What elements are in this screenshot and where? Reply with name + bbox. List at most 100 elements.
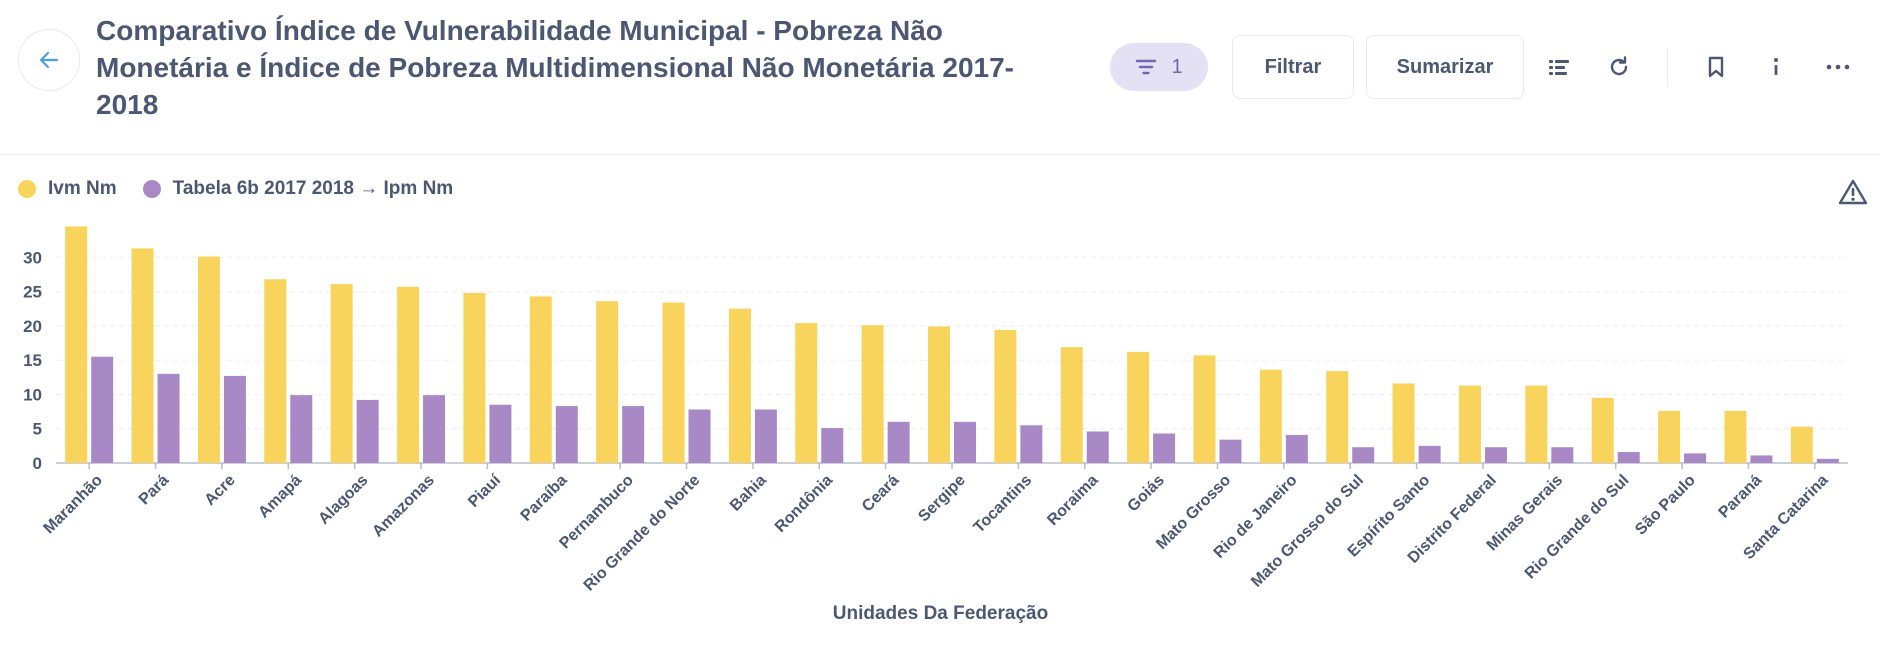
bar-series1[interactable]	[330, 284, 353, 463]
bar-series1[interactable]	[397, 286, 420, 463]
x-tick-label: São Paulo	[1632, 472, 1699, 539]
filter-button[interactable]: Filtrar	[1232, 35, 1354, 99]
bar-series2[interactable]	[754, 409, 777, 463]
bar-series1[interactable]	[596, 301, 619, 463]
bar-series1[interactable]	[264, 279, 287, 463]
x-axis-title: Unidades Da Federação	[832, 603, 1049, 624]
bar-series1[interactable]	[1724, 410, 1747, 463]
chart-legend: Ivm Nm Tabela 6b 2017 2018 → Ipm Nm	[18, 178, 479, 200]
x-tick-label: Paraíba	[518, 472, 571, 525]
legend-swatch-series1	[18, 180, 36, 198]
arrow-left-icon	[39, 51, 59, 69]
legend-label-series2: Tabela 6b 2017 2018 → Ipm Nm	[172, 178, 454, 199]
x-tick-label: Alagoas	[315, 472, 371, 528]
bar-series2[interactable]	[821, 428, 844, 463]
x-tick-label: Roraima	[1044, 472, 1101, 529]
bar-series1[interactable]	[197, 256, 220, 463]
bar-series1[interactable]	[662, 302, 685, 463]
bar-chart: 0 5 10 15 20 25 30 Maranhão Pará Acre Amapá Alagoas…	[23, 226, 1848, 595]
bar-series1[interactable]	[728, 308, 751, 463]
toolbar-divider	[1667, 48, 1668, 86]
bar-series2[interactable]	[954, 421, 976, 463]
filter-count: 1	[1171, 55, 1183, 78]
bar-series1[interactable]	[1193, 355, 1216, 463]
active-filters-pill[interactable]: 1	[1110, 43, 1208, 91]
refresh-button[interactable]	[1602, 50, 1636, 84]
bar-series2[interactable]	[290, 395, 313, 463]
bar-series1[interactable]	[795, 323, 818, 463]
bar-series2[interactable]	[1750, 455, 1773, 463]
bar-series2[interactable]	[1418, 445, 1441, 463]
bar-series1[interactable]	[1790, 426, 1813, 463]
y-tick-label: 5	[33, 420, 42, 439]
x-tick-label: Tocantins	[971, 472, 1036, 537]
bar-series2[interactable]	[91, 356, 114, 463]
bar-series2[interactable]	[489, 404, 512, 463]
bookmark-icon	[1708, 56, 1724, 78]
bar-series1[interactable]	[1259, 369, 1282, 463]
bar-series2[interactable]	[157, 373, 180, 463]
bar-series2[interactable]	[1484, 447, 1507, 463]
bar-series2[interactable]	[1684, 453, 1707, 463]
back-button[interactable]	[18, 29, 80, 91]
bar-series1[interactable]	[1591, 397, 1614, 463]
warning-icon[interactable]	[1838, 178, 1868, 206]
x-tick-label: Goiás	[1124, 472, 1168, 516]
bar-series1[interactable]	[463, 292, 486, 463]
bar-series2[interactable]	[356, 399, 379, 463]
bookmark-button[interactable]	[1699, 50, 1733, 84]
more-icon	[1826, 64, 1850, 70]
bar-series2[interactable]	[887, 421, 910, 463]
bar-series1[interactable]	[1326, 371, 1349, 463]
x-tick-label: Pará	[136, 472, 173, 509]
bar-series2[interactable]	[1153, 433, 1176, 463]
y-tick-label: 10	[23, 385, 42, 404]
x-tick-label: Rondônia	[772, 472, 836, 536]
bar-series2[interactable]	[223, 375, 246, 463]
bar-series2[interactable]	[1352, 447, 1375, 463]
x-tick-label: Maranhão	[41, 472, 107, 538]
bar-series1[interactable]	[1458, 385, 1481, 463]
bar-series2[interactable]	[1617, 452, 1640, 463]
bar-series1[interactable]	[1060, 347, 1083, 463]
bar-series2[interactable]	[1086, 431, 1109, 463]
bar-series1[interactable]	[1127, 351, 1150, 463]
bar-series2[interactable]	[423, 395, 446, 463]
bar-series1[interactable]	[1658, 410, 1681, 463]
bar-series1[interactable]	[861, 325, 884, 463]
summarize-button[interactable]: Sumarizar	[1366, 35, 1524, 99]
legend-item-ivm-nm[interactable]: Ivm Nm	[18, 178, 117, 200]
bar-series2[interactable]	[1285, 434, 1308, 463]
bar-series2[interactable]	[1020, 425, 1043, 463]
more-options-button[interactable]	[1821, 50, 1855, 84]
bar-series1[interactable]	[65, 226, 88, 463]
x-tick-label: Amazonas	[369, 472, 438, 541]
bar-series1[interactable]	[1392, 383, 1415, 463]
bar-series2[interactable]	[1219, 439, 1242, 463]
grid-layer	[56, 256, 1848, 469]
bar-series2[interactable]	[555, 406, 578, 463]
y-tick-label: 15	[23, 351, 42, 370]
legend-swatch-series2	[142, 180, 161, 198]
bar-series2[interactable]	[688, 409, 711, 463]
bar-series1[interactable]	[994, 329, 1017, 463]
info-button[interactable]	[1759, 50, 1793, 84]
bar-series1[interactable]	[1525, 385, 1548, 463]
bars-layer	[65, 226, 1839, 463]
bar-series1[interactable]	[529, 296, 552, 463]
x-tick-label: Amapá	[255, 472, 305, 522]
y-tick-label: 30	[23, 248, 42, 267]
bar-series2[interactable]	[1816, 458, 1839, 463]
legend-item-ipm-nm[interactable]: Tabela 6b 2017 2018 → Ipm Nm	[142, 178, 454, 200]
x-tick-label: Bahia	[727, 472, 770, 515]
bar-series1[interactable]	[131, 248, 154, 463]
list-icon	[1549, 60, 1569, 75]
bar-series2[interactable]	[1551, 447, 1574, 463]
x-tick-label: Rio Grande do Norte	[581, 472, 704, 595]
y-tick-label: 25	[23, 283, 42, 302]
list-view-button[interactable]	[1542, 50, 1576, 84]
page-title: Comparativo Índice de Vulnerabilidade Mu…	[96, 15, 1014, 120]
bar-series1[interactable]	[928, 326, 950, 463]
x-tick-label: Ceará	[859, 472, 903, 516]
bar-series2[interactable]	[622, 406, 645, 463]
